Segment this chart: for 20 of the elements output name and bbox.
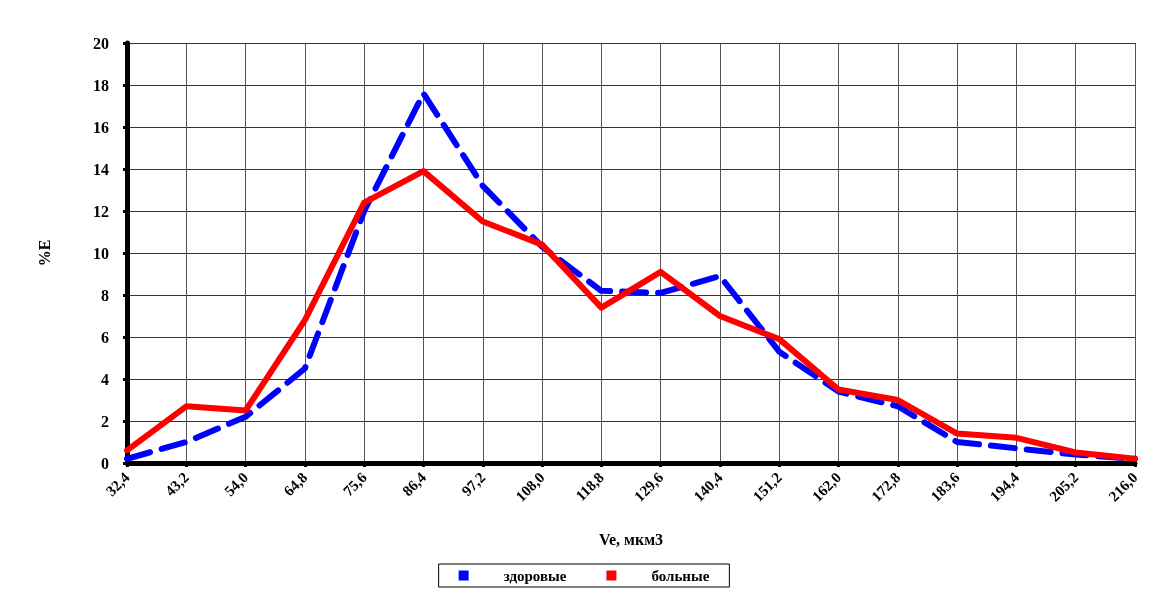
- y-tick-label: 8: [101, 286, 109, 304]
- y-axis-title: %E: [35, 239, 53, 267]
- x-tick-label: 97,2: [458, 469, 489, 500]
- y-tick-label: 2: [101, 412, 109, 430]
- y-tick-label: 4: [101, 370, 109, 388]
- x-tick-label: 43,2: [162, 469, 192, 500]
- legend-label: здоровые: [503, 567, 567, 584]
- x-axis-title: Ve, мкм3: [598, 530, 664, 548]
- y-tick-label: 10: [93, 244, 109, 262]
- y-tick-label: 6: [101, 328, 109, 346]
- y-tick-label: 16: [93, 118, 109, 136]
- x-tick-label: 64,8: [280, 469, 311, 500]
- y-tick-label: 14: [93, 160, 109, 178]
- legend-label: больные: [651, 567, 710, 584]
- y-tick-label: 18: [93, 76, 109, 94]
- y-tick-label: 12: [93, 202, 109, 220]
- x-tick-label: 86,4: [399, 468, 430, 500]
- y-tick-label: 20: [93, 34, 109, 52]
- x-tick-label: 54,0: [221, 469, 252, 500]
- x-tick-label: 75,6: [339, 468, 371, 500]
